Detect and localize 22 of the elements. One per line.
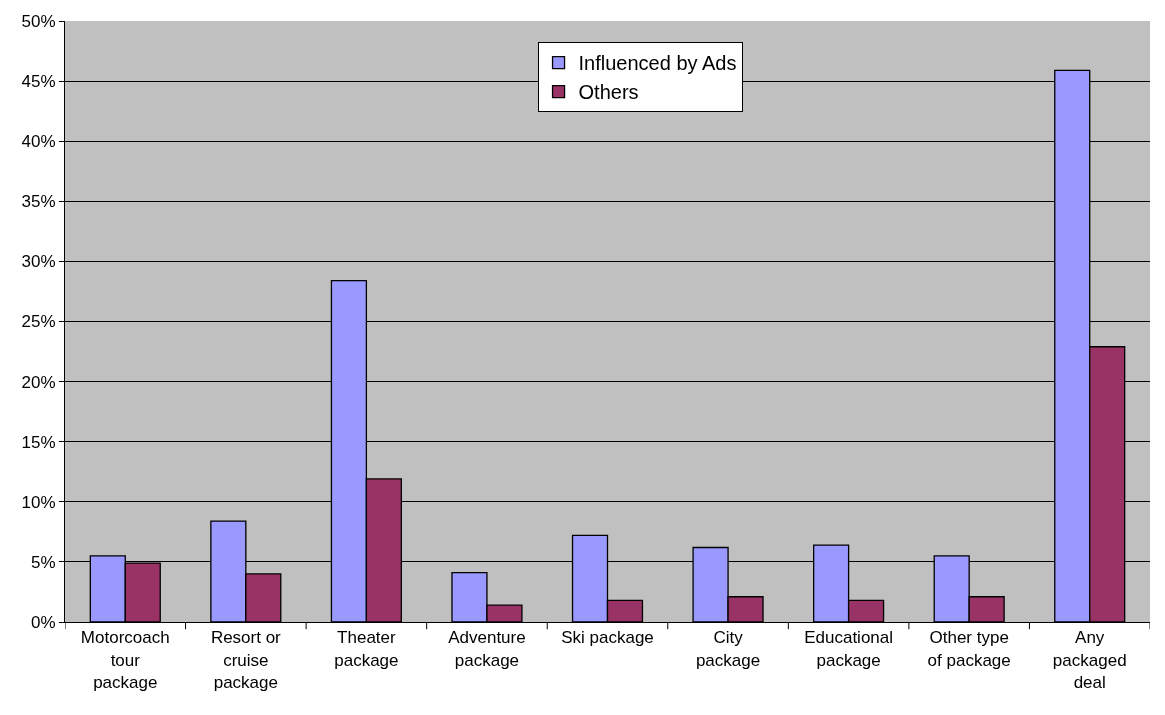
y-tick-label: 30% — [21, 252, 56, 272]
y-tick-label: 0% — [31, 612, 56, 632]
x-tick-label: Motorcoach tour package — [80, 628, 170, 692]
y-tick-label: 25% — [21, 312, 56, 332]
x-tick-label: Resort or cruise package — [210, 628, 282, 692]
y-tick-label: 5% — [31, 552, 56, 572]
legend-label: Others — [578, 81, 639, 104]
x-tick-label: City package — [695, 628, 761, 670]
y-tick-label: 15% — [21, 432, 56, 452]
y-tick-label: 35% — [21, 192, 56, 212]
legend-label: Influenced by Ads — [578, 52, 737, 75]
y-tick-label: 50% — [21, 11, 56, 31]
x-tick-label: Any packaged deal — [1052, 628, 1127, 692]
x-tick-label: Adventure package — [448, 628, 526, 670]
x-tick-label: Other type of package — [927, 628, 1011, 670]
y-tick-label: 40% — [21, 132, 56, 152]
x-tick-label: Educational package — [804, 628, 894, 670]
x-tick-label: Ski package — [561, 628, 654, 648]
y-tick-label: 45% — [21, 72, 56, 92]
x-tick-label: Theater package — [334, 628, 399, 670]
y-tick-label: 20% — [21, 372, 56, 392]
y-tick-label: 10% — [21, 492, 56, 512]
